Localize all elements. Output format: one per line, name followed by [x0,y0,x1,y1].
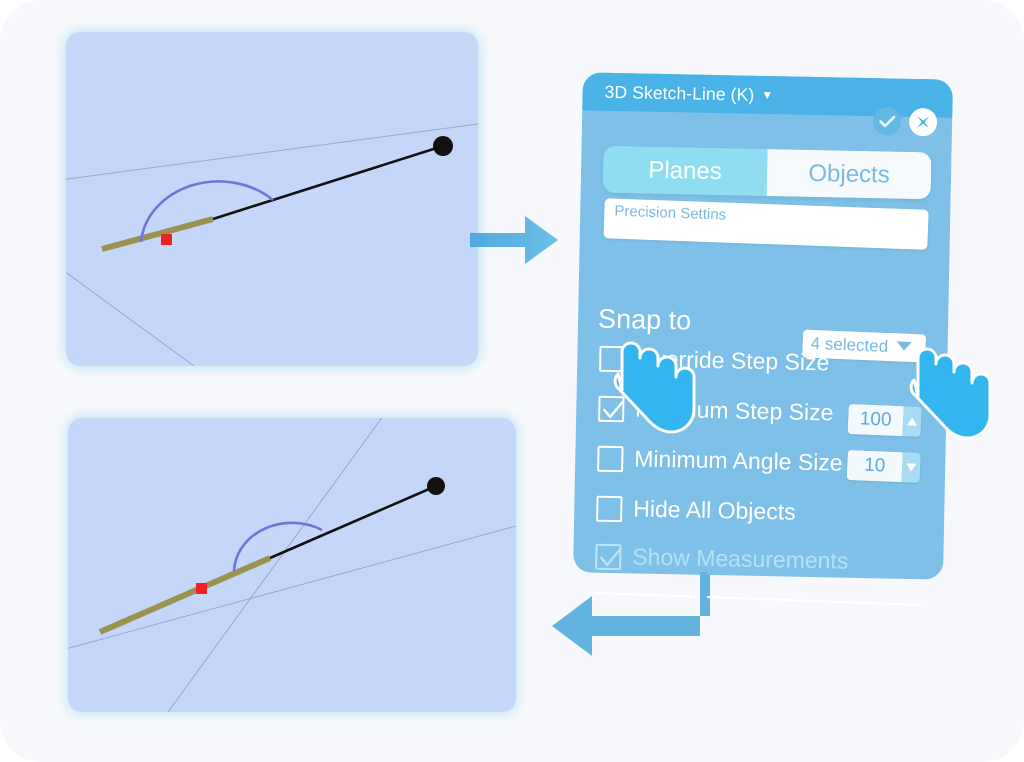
midpoint-marker [161,234,172,245]
arrow-return-left-icon [552,548,710,656]
angle-arc [232,521,323,572]
checkbox-label: Show Measurements [632,543,849,574]
check-circle-icon[interactable] [872,106,903,137]
chevron-down-icon[interactable] [895,338,913,357]
connector-stem [700,572,707,616]
stepper-down-icon[interactable] [901,452,921,483]
snap-to-label: Snap to [597,303,692,336]
checkbox-row-show-measurements: Show Measurements [595,543,849,575]
checkmark-icon [603,400,624,418]
checkbox-minimum-angle-size[interactable] [597,445,624,472]
snap-to-selection-dropdown[interactable]: 4 selected [802,329,927,363]
dialog-tabs[interactable]: Planes Objects [602,145,932,200]
tab-objects[interactable]: Objects [766,149,932,200]
checkbox-label: Hide All Objects [633,495,796,525]
checkbox-hide-all-objects[interactable] [596,495,623,522]
midpoint-marker [196,583,207,594]
dialog-window-buttons[interactable] [872,106,939,137]
sketch-line [212,144,444,221]
checkbox-row-hide-all-objects[interactable]: Hide All Objects [596,495,796,526]
checkbox-minimum-step-size[interactable] [598,395,625,422]
minimum-angle-size-value[interactable]: 10 [846,449,903,483]
checkmark-icon [600,548,621,566]
minimum-step-size-value[interactable]: 100 [847,403,904,437]
chevron-down-icon[interactable] [897,230,920,247]
checkbox-override-step-size[interactable] [599,345,626,372]
precision-settings-dropdown[interactable]: Precision Settins [603,198,929,250]
snapped-segment [98,555,272,635]
checkbox-label: Minimum Step Size [635,395,834,426]
chevron-down-icon[interactable]: ▼ [761,87,774,103]
precision-settings-label: Precision Settins [614,202,727,224]
line-endpoint [433,136,453,156]
stepper-up-icon[interactable] [902,406,922,437]
sketch-line [269,484,437,560]
line-endpoint [427,477,445,495]
checkbox-show-measurements [595,543,622,570]
angle-arc [139,180,274,243]
guide-line-horizon [68,525,516,649]
minimum-step-size-stepper[interactable]: 100 [847,403,922,437]
checkbox-row-minimum-angle-size[interactable]: Minimum Angle Size [597,445,843,477]
guide-line-horizon [66,123,478,180]
snapped-segment [101,216,214,252]
checkbox-label: Override Step Size [636,345,830,376]
viewport-after-snap[interactable] [68,418,516,712]
guide-line-cross [66,271,195,366]
tab-planes[interactable]: Planes [602,145,768,197]
viewport-before-snap[interactable] [66,32,478,366]
dialog-title: 3D Sketch-Line (K) [604,81,755,105]
checkbox-row-override-step-size[interactable]: Override Step Size [599,345,830,377]
minimum-angle-size-stepper[interactable]: 10 [846,449,921,483]
arrow-right-icon [470,216,558,264]
checkbox-label: Minimum Angle Size [634,445,843,476]
close-circle-icon[interactable] [908,107,939,138]
sketch-scene-after [68,418,516,712]
sketch-scene-before [66,123,478,366]
guide-line-cross [167,418,383,712]
checkbox-row-minimum-step-size[interactable]: Minimum Step Size [598,395,834,427]
sketch-line-dialog[interactable]: 3D Sketch-Line (K) ▼ Planes Objects Prec… [573,72,953,607]
